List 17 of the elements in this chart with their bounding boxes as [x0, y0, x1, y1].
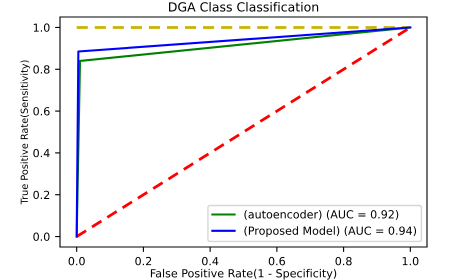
legend-label: (autoencoder) (AUC = 0.92)	[244, 210, 398, 220]
y-tick-label: 0.6	[33, 107, 50, 116]
legend-label: (Proposed Model) (AUC = 0.94)	[244, 226, 416, 237]
x-tick-label: 0.0	[68, 256, 85, 266]
y-tick-label: 0.2	[33, 190, 50, 200]
x-tick-label: 0.4	[202, 256, 218, 266]
y-tick-label: 1.0	[34, 23, 50, 32]
x-tick-label: 0.8	[335, 256, 352, 266]
y-axis-title: True Positive Rate(Sensitivity)	[20, 60, 30, 204]
x-axis-title: False Positive Rate(1 - Specificity)	[150, 268, 336, 280]
x-tick-label: 1.0	[402, 256, 418, 266]
y-tick-label: 0.4	[33, 148, 50, 158]
y-tick-label: 0.0	[33, 232, 50, 241]
chart-title: DGA Class Classification	[169, 2, 318, 12]
y-tick-label: 0.8	[33, 65, 50, 74]
x-tick-label: 0.6	[268, 256, 285, 266]
x-tick-label: 0.2	[135, 256, 152, 266]
